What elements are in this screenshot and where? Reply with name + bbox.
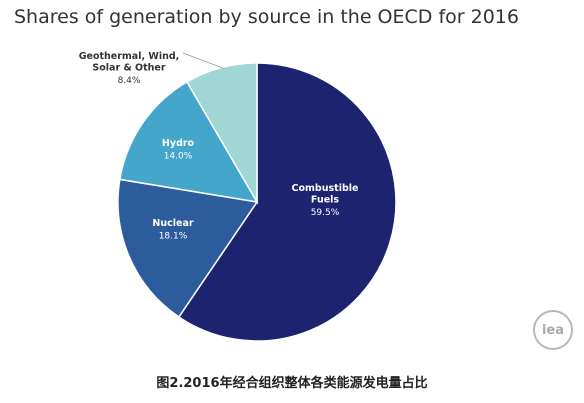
iea-logo: iea — [533, 310, 573, 350]
slice-label: Combustible Fuels 59.5% — [292, 183, 359, 218]
chart-title: Shares of generation by source in the OE… — [14, 6, 519, 28]
slice-label: Hydro 14.0% — [162, 138, 195, 162]
figure-caption: 图2.2016年经合组织整体各类能源发电量占比 — [156, 376, 428, 391]
pie-slice-combustible-fuels — [177, 62, 397, 342]
slice-value: 14.0% — [164, 152, 193, 162]
slice-value: 59.5% — [311, 208, 340, 218]
pie-slice-hydro — [118, 80, 259, 203]
slice-value: 18.1% — [159, 232, 188, 242]
slice-label: Geothermal, Wind, Solar & Other 8.4% — [79, 51, 180, 86]
pie-slice-nuclear — [117, 178, 259, 319]
pie-slice-geothermal-wind-solar-other — [185, 62, 258, 205]
leader-line — [182, 52, 225, 70]
slice-label: Nuclear 18.1% — [152, 218, 193, 242]
slice-value: 8.4% — [118, 76, 141, 86]
